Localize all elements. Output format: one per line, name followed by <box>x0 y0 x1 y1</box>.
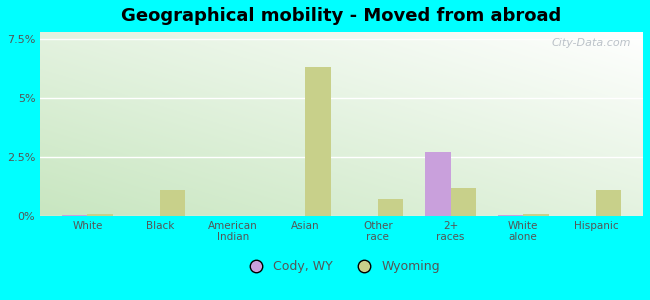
Bar <box>62 215 87 216</box>
Bar <box>596 190 621 216</box>
Legend: Cody, WY, Wyoming: Cody, WY, Wyoming <box>238 255 445 278</box>
Bar <box>306 68 331 216</box>
Bar <box>160 190 185 216</box>
Bar <box>498 215 523 216</box>
Bar <box>450 188 476 216</box>
Text: City-Data.com: City-Data.com <box>551 38 631 48</box>
Bar <box>425 152 450 216</box>
Title: Geographical mobility - Moved from abroad: Geographical mobility - Moved from abroa… <box>122 7 562 25</box>
Bar <box>523 214 549 216</box>
Bar <box>378 200 404 216</box>
Bar <box>87 214 113 216</box>
